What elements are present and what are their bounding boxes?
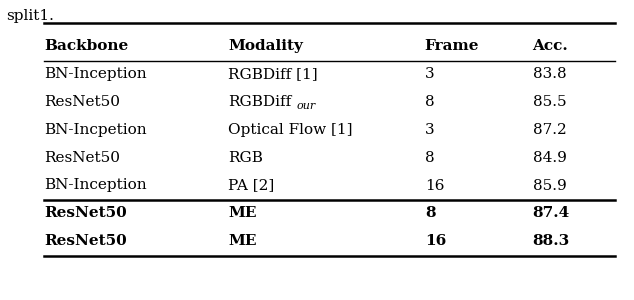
Text: ResNet50: ResNet50	[44, 151, 120, 165]
Text: BN-Inception: BN-Inception	[44, 178, 147, 193]
Text: Optical Flow [1]: Optical Flow [1]	[228, 123, 353, 137]
Text: 84.9: 84.9	[533, 151, 566, 165]
Text: 16: 16	[425, 234, 446, 248]
Text: RGBDiff: RGBDiff	[228, 95, 292, 109]
Text: 8: 8	[425, 206, 436, 220]
Text: RGBDiff [1]: RGBDiff [1]	[228, 67, 318, 81]
Text: ResNet50: ResNet50	[44, 234, 127, 248]
Text: BN-Incpetion: BN-Incpetion	[44, 123, 147, 137]
Text: 8: 8	[425, 95, 434, 109]
Text: ME: ME	[228, 206, 257, 220]
Text: split1.: split1.	[6, 9, 55, 23]
Text: RGB: RGB	[228, 151, 263, 165]
Text: 16: 16	[425, 178, 444, 193]
Text: 85.5: 85.5	[533, 95, 566, 109]
Text: Frame: Frame	[425, 39, 479, 53]
Text: our: our	[297, 101, 316, 111]
Text: 87.2: 87.2	[533, 123, 566, 137]
Text: Acc.: Acc.	[533, 39, 568, 53]
Text: BN-Inception: BN-Inception	[44, 67, 147, 81]
Text: 8: 8	[425, 151, 434, 165]
Text: ResNet50: ResNet50	[44, 95, 120, 109]
Text: 88.3: 88.3	[533, 234, 570, 248]
Text: 3: 3	[425, 67, 434, 81]
Text: PA [2]: PA [2]	[228, 178, 275, 193]
Text: Backbone: Backbone	[44, 39, 129, 53]
Text: 83.8: 83.8	[533, 67, 566, 81]
Text: 3: 3	[425, 123, 434, 137]
Text: 85.9: 85.9	[533, 178, 566, 193]
Text: ResNet50: ResNet50	[44, 206, 127, 220]
Text: ME: ME	[228, 234, 257, 248]
Text: Modality: Modality	[228, 39, 303, 53]
Text: 87.4: 87.4	[533, 206, 570, 220]
